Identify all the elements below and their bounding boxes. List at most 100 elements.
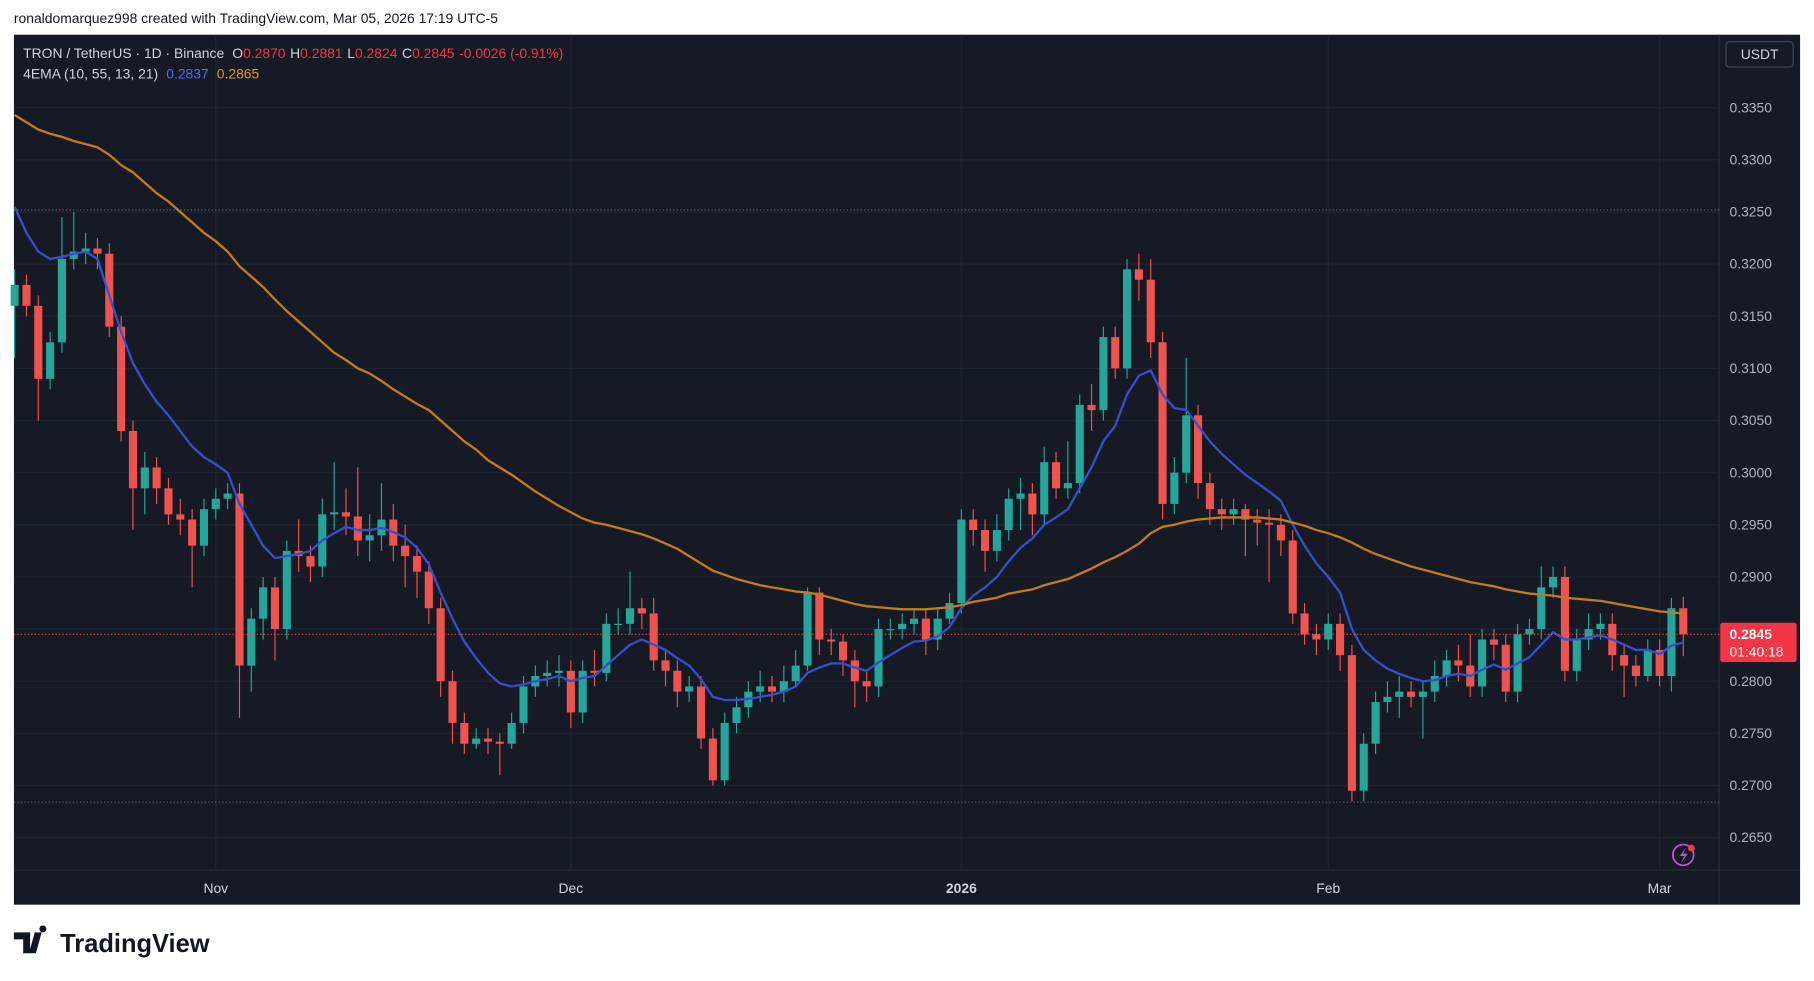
- candle-body: [46, 342, 55, 379]
- candle-body: [1099, 337, 1108, 411]
- candle-body: [34, 305, 43, 379]
- candle-body: [578, 670, 587, 713]
- candle-body: [1217, 509, 1226, 515]
- candle-body: [93, 248, 102, 254]
- candle-body: [1312, 634, 1321, 640]
- logo-text: TradingView: [60, 930, 210, 958]
- candle-body: [353, 516, 362, 541]
- ema-line: [14, 114, 1684, 615]
- candle-body: [1111, 337, 1120, 369]
- candle-body: [898, 623, 907, 630]
- countdown: 01:40:18: [1730, 643, 1784, 659]
- chart-panel: [13, 34, 1801, 905]
- candle-body: [1501, 644, 1510, 692]
- candle-body: [1134, 269, 1143, 280]
- candle-body: [1655, 649, 1664, 676]
- candle-body: [188, 519, 197, 546]
- candle-body: [1643, 649, 1652, 676]
- candle-body: [1489, 639, 1498, 645]
- candle-body: [732, 707, 741, 723]
- candle-body: [282, 550, 291, 630]
- legend-quote: TRON / TetherUS · 1D · Binance O0.2870 H0.…: [23, 45, 563, 61]
- currency-button[interactable]: [1725, 41, 1794, 68]
- candle-body: [117, 326, 126, 431]
- candle-body: [637, 608, 646, 614]
- candle-body: [850, 660, 859, 682]
- candle-body: [69, 251, 78, 259]
- candle-body: [460, 722, 469, 744]
- candle-body: [472, 738, 481, 744]
- candle-body: [519, 686, 528, 723]
- candle-body: [1418, 691, 1427, 697]
- candle-body: [767, 686, 777, 692]
- candle-body: [1407, 691, 1416, 697]
- symbol: TRON / TetherUS · 1D · Binance: [23, 45, 224, 61]
- icon-ring: [1671, 843, 1695, 867]
- candle-body: [945, 603, 954, 619]
- candle-body: [625, 608, 635, 624]
- candle-body: [1146, 279, 1155, 343]
- candle-body: [1123, 269, 1132, 369]
- candle-body: [827, 639, 836, 642]
- candle-body: [1028, 493, 1037, 515]
- candle-body: [495, 741, 504, 744]
- y-tick-label: 0.2650: [1730, 829, 1773, 845]
- candle-body: [483, 738, 493, 742]
- caption: ronaldomarquez998 created with TradingVi…: [14, 10, 498, 26]
- candle-body: [507, 722, 516, 744]
- alert-icon[interactable]: [1671, 843, 1695, 867]
- candle-body: [341, 512, 351, 517]
- candle-body: [1584, 629, 1593, 640]
- y-tick-label: 0.2750: [1730, 725, 1773, 741]
- logo-icon: [13, 925, 47, 954]
- icon-dot: [1687, 844, 1695, 852]
- candle-body: [448, 681, 457, 723]
- candle-body: [803, 592, 812, 666]
- candle-body: [791, 665, 800, 682]
- candle-body: [1572, 639, 1581, 671]
- candle-body: [1442, 660, 1451, 676]
- candle-body: [1170, 472, 1179, 504]
- candle-body: [838, 641, 848, 661]
- candle-body: [590, 670, 599, 673]
- quote-label: O: [232, 45, 243, 61]
- candle-body: [1454, 660, 1463, 666]
- candle-body: [957, 519, 966, 604]
- candle-body: [1336, 623, 1345, 656]
- candle-body: [661, 660, 670, 671]
- y-tick-label: 0.3050: [1730, 412, 1773, 428]
- candle-body: [1051, 462, 1061, 489]
- candle-body: [1537, 587, 1546, 630]
- candle-body: [1620, 655, 1629, 666]
- candle-body: [696, 686, 706, 739]
- candle-body: [1158, 342, 1167, 504]
- candle-body: [614, 623, 623, 626]
- quote-value: 0.2881: [300, 45, 343, 61]
- candle-body: [1241, 509, 1250, 520]
- candle-body: [105, 253, 114, 327]
- quote-label: L: [347, 45, 355, 61]
- icon-bolt: [1679, 847, 1688, 864]
- candle-body: [164, 488, 173, 515]
- y-tick-label: 0.3000: [1730, 464, 1773, 480]
- candle-body: [223, 493, 232, 499]
- candle-body: [602, 623, 611, 673]
- x-tick-label: Mar: [1648, 880, 1672, 896]
- candle-body: [779, 681, 788, 692]
- candle-body: [1040, 462, 1049, 515]
- logo: TradingView: [13, 925, 210, 958]
- candle-body: [1371, 702, 1380, 744]
- candle-body: [756, 686, 765, 692]
- candle-body: [543, 672, 552, 676]
- y-tick-label: 0.2900: [1730, 569, 1773, 585]
- price-label-box: [1720, 622, 1797, 663]
- candle-body: [886, 629, 895, 631]
- y-tick-label: 0.3350: [1730, 99, 1773, 115]
- candle-body: [128, 430, 138, 489]
- candle-body: [1016, 493, 1025, 499]
- candle-body: [152, 467, 161, 489]
- candle-body: [874, 629, 883, 687]
- candle-body: [1087, 404, 1096, 411]
- candle-body: [1253, 519, 1262, 523]
